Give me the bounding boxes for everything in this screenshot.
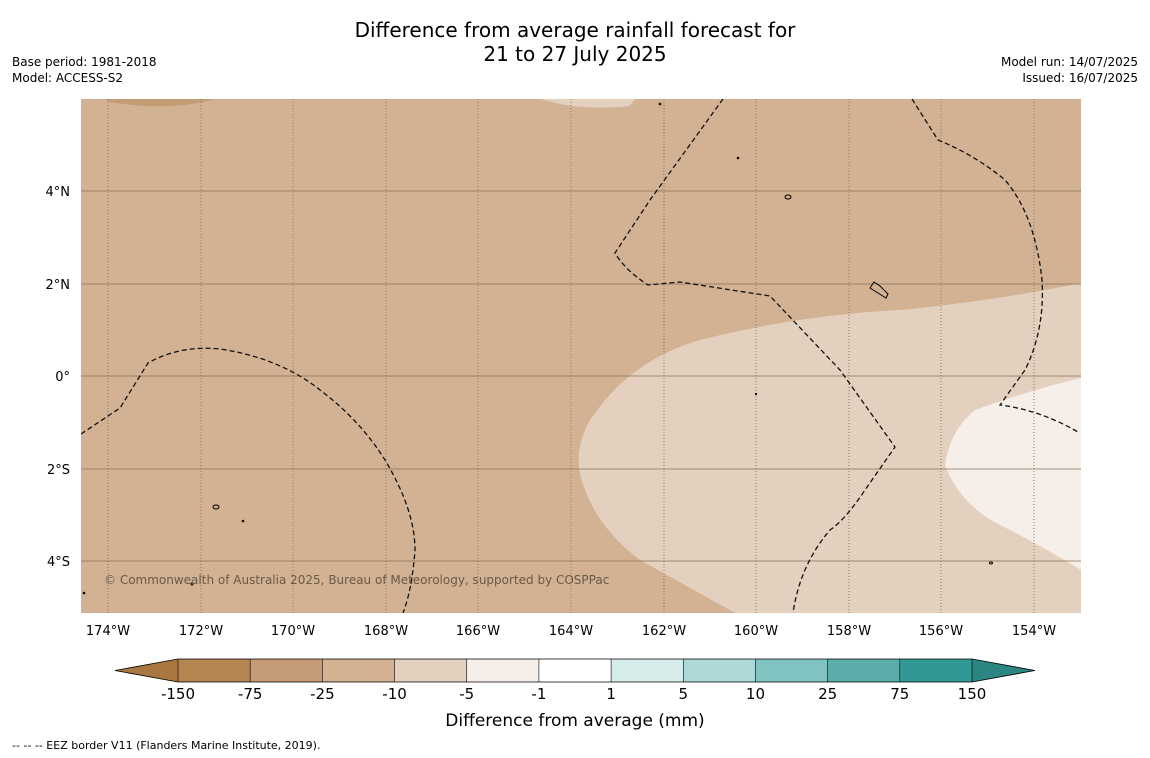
lon-label: 174°W (86, 624, 130, 639)
issued-date: Issued: 16/07/2025 (1022, 71, 1138, 85)
island (784, 194, 792, 200)
colorbar-segment (899, 659, 972, 682)
colorbar-tick-label: -1 (531, 685, 546, 703)
map-title: Difference from average rainfall forecas… (0, 18, 1150, 66)
lat-label: 4°S (47, 555, 70, 570)
anomaly-region-top-light (540, 99, 635, 108)
colorbar-segment (683, 659, 756, 682)
lon-label: 168°W (364, 624, 408, 639)
base-period: Base period: 1981-2018 (12, 55, 157, 69)
island (190, 582, 194, 586)
colorbar-segment (322, 659, 395, 682)
latitude-labels: 4°N 2°N 0° 2°S 4°S (46, 185, 71, 570)
colorbar-segment (250, 659, 323, 682)
eez-border-east (911, 99, 1079, 433)
lon-label: 166°W (456, 624, 500, 639)
title-line-2: 21 to 27 July 2025 (483, 42, 667, 66)
colorbar-tick-label: -150 (161, 685, 195, 703)
island (989, 561, 993, 565)
lat-label: 4°N (46, 185, 71, 200)
islands (82, 102, 993, 595)
island (212, 504, 220, 510)
eez-border-central (614, 99, 896, 613)
meta-right: Model run: 14/07/2025 Issued: 16/07/2025 (1001, 54, 1138, 86)
model-run: Model run: 14/07/2025 (1000, 55, 1138, 69)
lon-label: 162°W (642, 624, 686, 639)
map-frame (81, 99, 1081, 613)
colorbar-segment (755, 659, 828, 682)
model-name: Model: ACCESS-S2 (12, 71, 124, 85)
island (736, 156, 740, 160)
lon-label: 160°W (734, 624, 778, 639)
colorbar-tick-label: 10 (746, 685, 765, 703)
eez-border-west (81, 347, 416, 613)
colorbar-tick-label: -75 (238, 685, 263, 703)
anomaly-region-minus75-minus25 (105, 99, 215, 107)
eez-footer-note: -- -- -- EEZ border V11 (Flanders Marine… (12, 739, 321, 752)
colorbar-tick-label: -25 (310, 685, 335, 703)
copyright-text: © Commonwealth of Australia 2025, Bureau… (104, 573, 609, 587)
eez-borders (81, 99, 1079, 613)
colorbar-tick-label: 150 (958, 685, 987, 703)
colorbar-tick-label: -10 (382, 685, 407, 703)
colorbar-segment (178, 659, 251, 682)
longitude-labels: 174°W 172°W 170°W 168°W 166°W 164°W 162°… (86, 624, 1056, 639)
anomaly-region-minus5-minus1 (945, 378, 1081, 570)
colorbar-segment (538, 659, 612, 682)
colorbar-extend-low (115, 659, 178, 682)
colorbar-tick-label: 5 (678, 685, 688, 703)
lon-label: 156°W (919, 624, 963, 639)
lon-label: 154°W (1012, 624, 1056, 639)
island (658, 102, 662, 106)
colorbar-segment (611, 659, 684, 682)
island (82, 591, 86, 595)
colorbar-segment (394, 659, 467, 682)
island (241, 519, 245, 523)
lat-label: 2°N (46, 278, 71, 293)
colorbar-tick-label: -5 (459, 685, 474, 703)
colorbar-extend-high (972, 659, 1035, 682)
colorbar-tick-label: 75 (890, 685, 909, 703)
lat-label: 2°S (47, 463, 70, 478)
island-group (869, 281, 889, 299)
lon-label: 158°W (827, 624, 871, 639)
colorbar-label: Difference from average (mm) (445, 711, 704, 731)
lon-label: 170°W (271, 624, 315, 639)
lat-label: 0° (55, 370, 70, 385)
colorbar-segment (827, 659, 900, 682)
colorbar-tick-label: 1 (606, 685, 616, 703)
meta-left: Base period: 1981-2018 Model: ACCESS-S2 (12, 54, 157, 86)
lon-label: 164°W (549, 624, 593, 639)
colorbar: -150 -75 -25 -10 -5 -1 1 5 10 25 75 150 (114, 658, 1036, 703)
island (754, 392, 758, 396)
title-line-1: Difference from average rainfall forecas… (354, 18, 796, 42)
colorbar-segment (466, 659, 539, 682)
anomaly-region-minus10-minus5 (578, 283, 1081, 613)
lon-label: 172°W (179, 624, 223, 639)
colorbar-tick-label: 25 (818, 685, 837, 703)
graticule (81, 190, 1081, 562)
